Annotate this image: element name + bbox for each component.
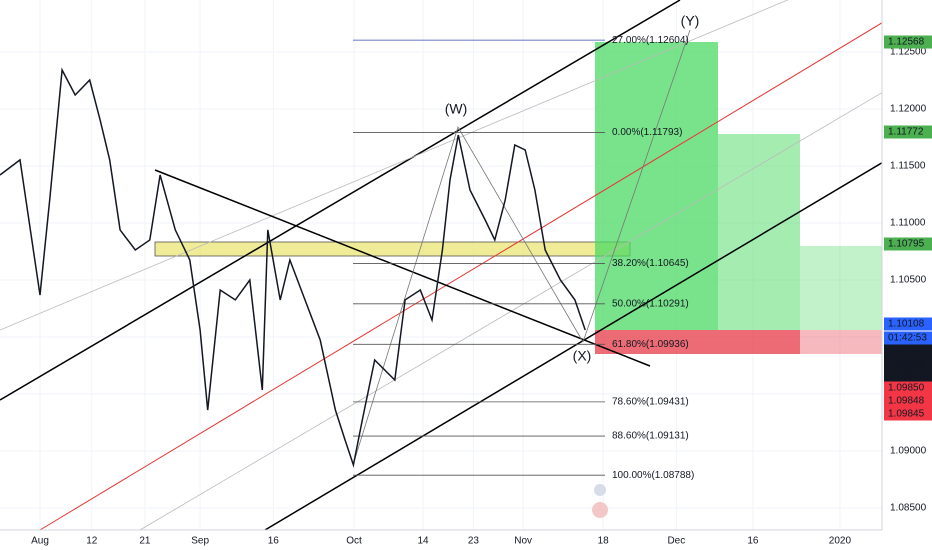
price-tag	[884, 331, 932, 345]
fib-label: 100.00%(1.08788)	[612, 470, 694, 481]
price-tag	[884, 317, 932, 331]
x-tick-label: Oct	[346, 536, 362, 547]
fib-label: 0.00%(1.11793)	[612, 127, 682, 138]
fib-label: 27.00%(1.12604)	[612, 35, 689, 46]
price-tag	[884, 35, 932, 49]
price-tag-label: 1.10076	[888, 371, 925, 382]
wave-label: (X)	[573, 348, 592, 364]
x-tick-label: 2020	[829, 536, 852, 547]
price-tag	[884, 237, 932, 251]
x-tick-label: 16	[268, 536, 280, 547]
y-tick-label: 1.10500	[890, 275, 927, 286]
x-tick-label: 23	[468, 536, 480, 547]
price-tag	[884, 357, 932, 371]
price-tag-label: 1.09845	[888, 409, 925, 420]
resistance-zone	[154, 241, 631, 257]
price-line	[0, 67, 586, 468]
wave-label: (W)	[445, 101, 468, 117]
x-tick-label: Aug	[31, 536, 49, 547]
price-tag-label: 1.09850	[888, 383, 925, 394]
y-tick-label: 1.12500	[890, 47, 927, 58]
price-tag-label: 1.09848	[888, 396, 925, 407]
channel-line	[0, 0, 681, 401]
fib-label: 50.00%(1.10291)	[612, 298, 689, 309]
x-tick-label: 14	[417, 536, 429, 547]
y-tick-label: 1.12000	[890, 104, 927, 115]
target-box	[800, 246, 882, 330]
price-tag	[884, 344, 932, 358]
channel-line	[139, 84, 896, 531]
x-tick-label: 21	[139, 536, 151, 547]
price-tag	[884, 381, 932, 395]
fib-levels: 27.00%(1.12604) 0.00%(1.11793) 38.20%(1.10…	[353, 35, 694, 481]
wave-line	[352, 126, 584, 466]
price-tag-label: 1.12568	[888, 37, 925, 48]
price-tag-label: 1.11772	[888, 127, 924, 138]
price-tag-label: 1.10079	[888, 359, 925, 370]
trend-line	[154, 169, 651, 367]
price-tag	[884, 125, 932, 139]
y-tick-label: 1.08500	[890, 503, 927, 514]
x-tick-label: 16	[747, 536, 759, 547]
x-tick-label: 18	[598, 536, 610, 547]
grid	[0, 0, 882, 530]
fib-label: 38.20%(1.10645)	[612, 258, 689, 269]
price-tag-label: 1.10108	[888, 319, 925, 330]
price-tag-label: 01:42:53	[888, 333, 927, 344]
fib-label: 88.60%(1.09131)	[612, 431, 689, 442]
price-axis	[882, 0, 932, 550]
projection-line	[582, 29, 691, 343]
price	[0, 67, 586, 468]
price-tag	[884, 394, 932, 408]
channel-line	[264, 154, 896, 531]
x-tick-label: Nov	[514, 536, 532, 547]
stop-box	[595, 330, 800, 354]
y-tick-label: 1.09000	[890, 446, 927, 457]
channel-line	[39, 14, 896, 531]
fib-label: 78.60%(1.09431)	[612, 397, 689, 408]
price-tag	[884, 369, 932, 383]
stop-box	[800, 330, 882, 354]
icon	[592, 502, 608, 518]
channel-line	[0, 0, 789, 331]
axes: 1.085001.090001.095001.100001.105001.110…	[31, 35, 932, 547]
y-tick-label: 1.11000	[890, 218, 926, 229]
x-tick-label: 12	[86, 536, 98, 547]
target-box	[718, 134, 800, 330]
target-box	[595, 42, 718, 330]
wave-label: (Y)	[681, 13, 700, 29]
price-tag-label: 1.10795	[888, 239, 925, 250]
y-tick-label: 1.11500	[890, 161, 926, 172]
price-tag	[884, 407, 932, 421]
x-tick-label: Sep	[191, 536, 209, 547]
fib-label: 61.80%(1.09936)	[612, 339, 689, 350]
x-tick-label: Dec	[667, 536, 685, 547]
price-tag-label: 1.10081	[888, 346, 925, 357]
icon	[594, 484, 606, 496]
